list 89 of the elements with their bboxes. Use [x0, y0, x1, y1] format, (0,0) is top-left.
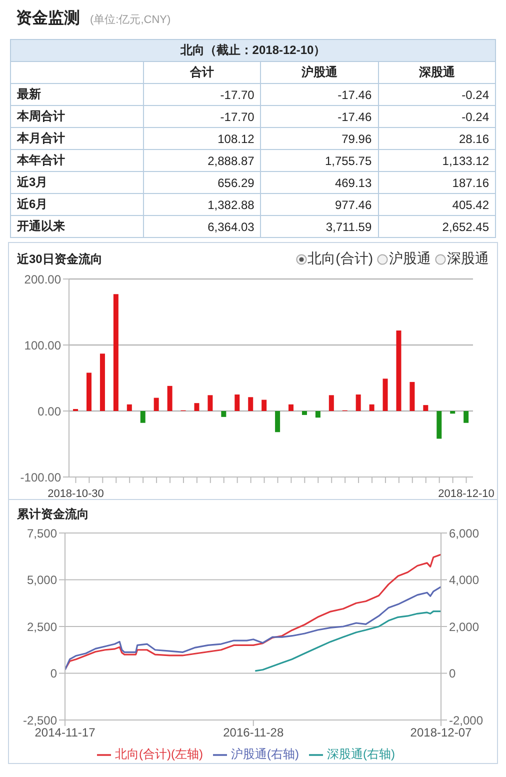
category-label: 沪股通 — [260, 62, 378, 84]
bar — [86, 372, 92, 411]
text: 656.29 — [218, 176, 254, 190]
chart-title: 近30日资金流向 — [17, 250, 102, 268]
x-tick-label: 2014-11-17 — [34, 726, 96, 740]
text: 469.13 — [334, 176, 372, 190]
bar — [234, 394, 240, 411]
y2-tick-label: 6,000 — [449, 526, 480, 540]
y-tick-label: -2,500 — [22, 713, 58, 728]
text: 6,364.03 — [208, 220, 254, 234]
text: 资金监测 — [16, 8, 80, 29]
bar — [356, 394, 361, 411]
bar — [369, 404, 374, 411]
category-label: 近3月 — [17, 175, 48, 189]
y-tick-label: -100.00 — [20, 470, 62, 484]
text: -0.24 — [462, 110, 489, 124]
text: -17.46 — [338, 88, 372, 102]
chart-title: 累计资金流向 — [16, 506, 90, 523]
y2-tick-label: -2,000 — [449, 713, 484, 728]
x-tick-label: 2018-10-30 — [48, 488, 104, 500]
text: 深股通 — [447, 250, 489, 268]
text: -0.24 — [462, 88, 489, 102]
bar — [302, 411, 307, 415]
category-label: 本周合计 — [17, 109, 65, 123]
x-tick-label: 2016-11-28 — [223, 726, 284, 740]
text: 79.96 — [342, 132, 372, 146]
y-tick-label: 200.00 — [24, 272, 62, 286]
text: 977.46 — [334, 198, 372, 212]
legend-label: 北向(合计)(左轴) — [115, 747, 203, 761]
bar — [382, 378, 388, 411]
bar — [140, 411, 146, 423]
y-tick-label: 0.00 — [38, 404, 62, 418]
bar — [113, 294, 118, 411]
y-tick-label: 0 — [50, 666, 58, 681]
x-tick-label: 2018-12-10 — [438, 488, 494, 500]
bar — [248, 397, 254, 411]
text: -17.46 — [338, 110, 372, 124]
bar — [450, 411, 456, 414]
bar — [167, 386, 172, 411]
text: 28.16 — [458, 132, 489, 146]
bar — [126, 404, 132, 411]
bar — [100, 354, 105, 411]
y2-tick-label: 4,000 — [449, 573, 480, 588]
bar — [436, 411, 442, 439]
category-label: 合计 — [144, 62, 261, 84]
text: 1,133.12 — [442, 154, 489, 168]
text: 1,755.75 — [324, 154, 372, 168]
bar — [262, 400, 267, 411]
y-tick-label: 5,000 — [26, 573, 58, 588]
text: (单位:亿元,CNY) — [90, 13, 171, 27]
y-tick-label: 7,500 — [26, 526, 58, 540]
category-label: 开通以来 — [17, 219, 65, 233]
category-label: 本年合计 — [17, 153, 65, 167]
text: 108.12 — [218, 132, 254, 146]
text: 405.42 — [452, 198, 489, 212]
y-tick-label: 100.00 — [24, 338, 62, 352]
bar — [396, 330, 402, 411]
legend-label: 沪股通(右轴) — [230, 747, 299, 761]
text: 沪股通 — [389, 250, 431, 268]
bar — [315, 411, 320, 418]
bar — [275, 411, 280, 432]
text: 1,382.88 — [208, 198, 254, 212]
text: 3,711.59 — [326, 220, 372, 234]
text: 187.16 — [452, 176, 489, 190]
bar — [221, 411, 226, 417]
bar — [154, 398, 159, 411]
y2-tick-label: 2,000 — [449, 620, 480, 634]
bar — [410, 382, 415, 411]
bar — [423, 405, 428, 411]
category-label: 深股通 — [378, 62, 496, 84]
category-label: 近6月 — [17, 197, 48, 211]
bar — [208, 395, 213, 411]
line-series — [254, 610, 441, 672]
bar — [328, 395, 334, 411]
y2-tick-label: 0 — [449, 666, 456, 681]
text: -17.70 — [220, 88, 254, 102]
text: 2,652.45 — [442, 220, 489, 234]
category-label: 本月合计 — [17, 131, 65, 145]
text: -17.70 — [220, 110, 254, 124]
x-tick-label: 2018-12-07 — [410, 726, 472, 740]
bar — [288, 404, 294, 411]
category-label: 最新 — [17, 87, 41, 101]
text: 北向（截止：2018-12-10） — [10, 40, 496, 62]
legend-label: 深股通(右轴) — [326, 747, 395, 761]
y-tick-label: 2,500 — [26, 620, 58, 634]
text: 2,888.87 — [208, 154, 254, 168]
bar — [464, 411, 469, 423]
bar — [194, 403, 200, 411]
text: 北向(合计) — [308, 250, 373, 268]
